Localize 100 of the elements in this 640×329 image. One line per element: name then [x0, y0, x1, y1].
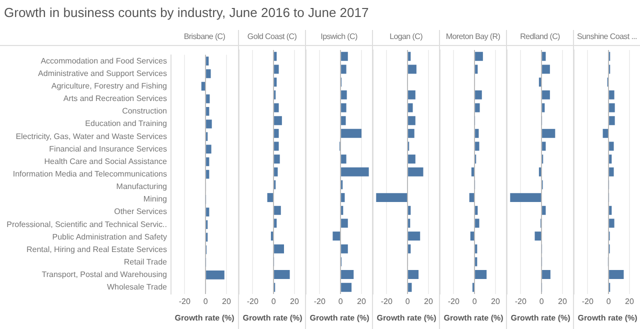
- x-tick-label: 0: [606, 296, 612, 306]
- x-tick-label: -20: [448, 296, 460, 306]
- bar: [341, 52, 348, 61]
- bar: [274, 154, 280, 164]
- bar: [206, 120, 212, 128]
- x-tick-label: 0: [539, 296, 544, 306]
- x-tick-label: 20: [424, 296, 434, 306]
- bar: [609, 90, 614, 100]
- y-tick-label: Transport, Postal and Warehousing: [42, 270, 167, 280]
- bar: [274, 103, 279, 112]
- bar: [408, 64, 416, 74]
- bar: [471, 167, 474, 176]
- x-axis-title: Growth rate (%): [310, 313, 370, 322]
- x-axis-title: Growth rate (%): [376, 313, 437, 322]
- x-tick-label: -20: [246, 296, 259, 306]
- y-tick-label: Information Media and Telecommunications: [12, 170, 167, 179]
- bar: [267, 193, 274, 202]
- bar: [341, 167, 369, 176]
- bar: [609, 116, 615, 126]
- bar: [408, 270, 419, 280]
- bar: [274, 270, 290, 280]
- bar: [408, 128, 414, 138]
- x-tick-label: 20: [558, 296, 568, 306]
- bar: [270, 232, 274, 241]
- bar: [475, 218, 480, 228]
- x-tick-label: 20: [222, 296, 232, 306]
- bar: [341, 103, 346, 112]
- chart-subtitle: Gold Coast (C): [239, 30, 305, 46]
- chart-subtitle: Sunshine Coast ...: [574, 30, 640, 46]
- bar: [475, 52, 483, 61]
- y-tick-label: Accommodation and Food Services: [40, 56, 167, 66]
- x-tick-label: -20: [178, 296, 191, 306]
- x-tick-label: -20: [582, 296, 594, 306]
- chart-subtitle: Brisbane (C): [0, 30, 238, 46]
- y-tick-label: Other Services: [114, 207, 167, 216]
- chart-subtitle: Redland (C): [507, 30, 573, 46]
- bar: [475, 90, 482, 100]
- x-tick-label: 0: [338, 296, 344, 306]
- bar: [206, 107, 210, 116]
- bar: [274, 167, 278, 176]
- bar: [542, 128, 556, 138]
- bar: [206, 144, 212, 154]
- bar: [538, 78, 542, 87]
- bar: [206, 208, 210, 216]
- bar: [341, 128, 362, 138]
- bar: [341, 154, 346, 164]
- bar: [274, 52, 277, 61]
- y-tick-label: Financial and Insurance Services: [49, 144, 167, 154]
- bar: [274, 142, 279, 151]
- y-tick-label: Mining: [143, 194, 167, 204]
- bar: [341, 244, 348, 254]
- x-tick-label: 0: [472, 296, 478, 306]
- bar: [469, 193, 474, 202]
- bar: [201, 82, 206, 91]
- chart-subtitle: Logan (C): [373, 30, 439, 46]
- bar: [542, 64, 550, 74]
- bar: [475, 128, 479, 138]
- bar: [609, 154, 612, 164]
- bar: [274, 64, 279, 74]
- bar: [408, 103, 413, 112]
- bar: [475, 270, 487, 280]
- y-tick-label: Retail Trade: [124, 258, 168, 267]
- bar: [408, 232, 420, 241]
- bar: [408, 282, 412, 292]
- bar: [609, 142, 614, 151]
- bar: [475, 142, 480, 151]
- bar: [408, 52, 411, 61]
- bar: [475, 103, 480, 112]
- bar: [542, 90, 550, 100]
- bar: [206, 170, 210, 179]
- bar: [332, 232, 340, 241]
- y-tick-label: Wholesale Trade: [106, 282, 168, 292]
- bar: [274, 116, 282, 126]
- x-tick-label: 0: [203, 296, 208, 306]
- bar: [341, 64, 346, 74]
- bar: [475, 206, 478, 215]
- x-axis-title: Growth rate (%): [578, 313, 638, 322]
- bar: [206, 56, 209, 66]
- bar: [609, 206, 612, 215]
- bar: [609, 270, 624, 280]
- x-tick-label: -20: [380, 296, 393, 306]
- y-tick-label: Health Care and Social Assistance: [44, 156, 168, 166]
- x-axis-title: Growth rate (%): [174, 313, 235, 322]
- bar: [408, 244, 411, 254]
- bar: [206, 270, 224, 280]
- bar: [274, 206, 281, 215]
- y-tick-label: Construction: [122, 106, 167, 116]
- bar: [341, 282, 352, 292]
- bar: [341, 90, 347, 100]
- y-tick-label: Education and Training: [85, 119, 167, 128]
- bar: [510, 193, 542, 202]
- x-tick-label: -20: [514, 296, 527, 306]
- bar: [609, 167, 614, 176]
- y-tick-label: Manufacturing: [116, 182, 167, 192]
- x-tick-label: 20: [625, 296, 634, 306]
- x-axis-title: Growth rate (%): [510, 313, 571, 322]
- chart-title: Growth in business counts by industry, June 2016 to June 2017: [4, 5, 369, 20]
- bar: [609, 103, 615, 112]
- bar: [341, 116, 346, 126]
- bar: [274, 244, 284, 254]
